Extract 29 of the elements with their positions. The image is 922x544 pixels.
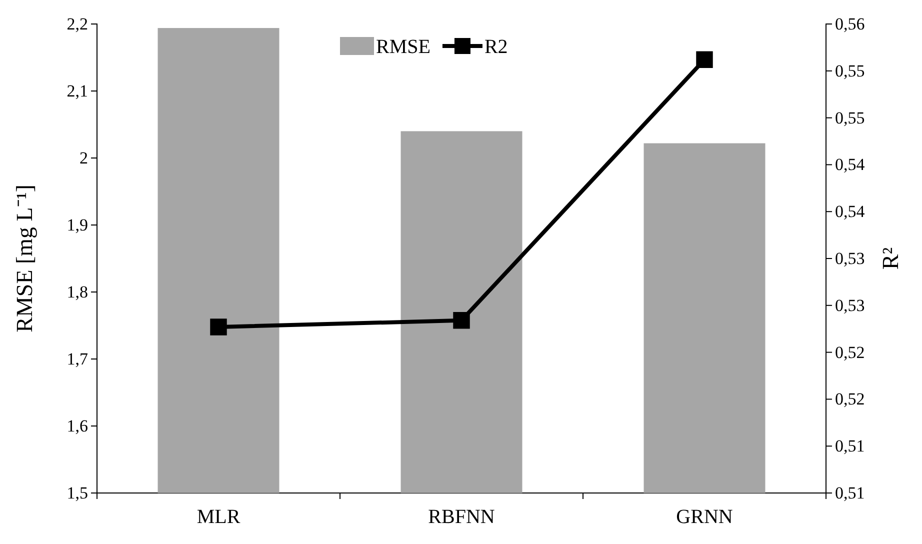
y2-tick-label: 0,54 <box>835 155 866 174</box>
y-tick-label: 2,2 <box>66 14 88 34</box>
y2-axis-title: R² <box>878 247 903 270</box>
x-tick-label: GRNN <box>676 506 733 528</box>
y2-tick-label: 0,52 <box>835 342 865 362</box>
y2-tick-label: 0,51 <box>835 483 865 502</box>
y2-tick-label: 0,55 <box>835 108 865 128</box>
y-tick-label: 1,9 <box>66 215 88 234</box>
point <box>696 51 713 68</box>
legend-label: RMSE <box>376 36 430 58</box>
y-tick-label: 1,7 <box>66 349 88 368</box>
y-tick-label: 1,5 <box>66 483 88 502</box>
x-tick-label: RBFNN <box>428 506 495 528</box>
y-tick-label: 2,1 <box>66 81 88 100</box>
y2-tick-label: 0,55 <box>835 61 865 80</box>
y2-tick-label: 0,51 <box>835 436 865 456</box>
y2-tick-label: 0,52 <box>835 390 865 409</box>
y-tick-label: 1,8 <box>66 282 88 302</box>
y2-tick-label: 0,56 <box>835 14 865 34</box>
y-axis-title: RMSE [mg L⁻¹] <box>12 184 37 332</box>
y2-tick-label: 0,54 <box>835 202 866 222</box>
y-tick-label: 1,6 <box>66 416 88 436</box>
point <box>210 318 227 336</box>
y-tick-label: 2 <box>80 148 88 168</box>
y2-tick-label: 0,53 <box>835 248 865 268</box>
x-tick-label: MLR <box>196 506 241 528</box>
point <box>453 312 470 329</box>
legend-label: R2 <box>484 36 508 58</box>
y2-tick-label: 0,53 <box>835 296 865 315</box>
